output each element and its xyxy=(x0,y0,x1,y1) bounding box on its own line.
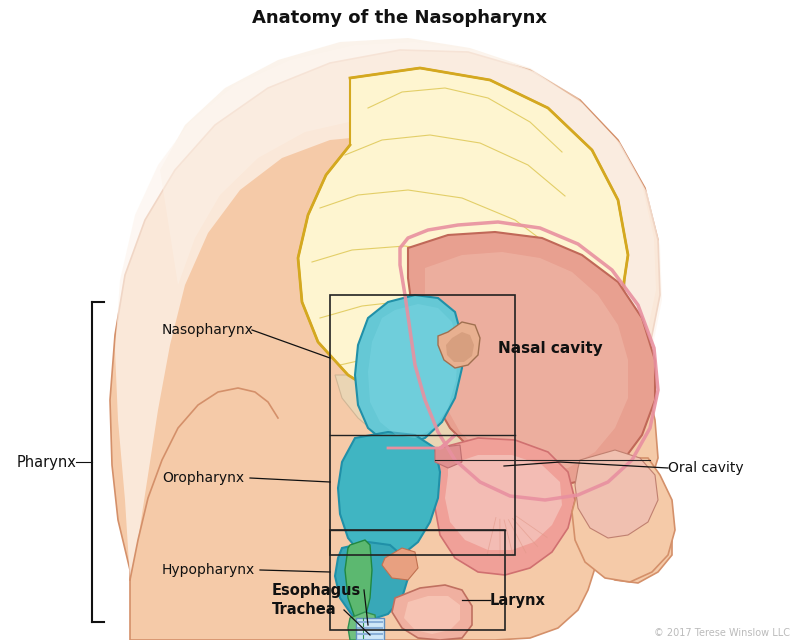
Text: Nasopharynx: Nasopharynx xyxy=(162,323,254,337)
Polygon shape xyxy=(356,618,384,640)
Polygon shape xyxy=(348,612,378,640)
Polygon shape xyxy=(345,540,372,618)
Text: Hypopharynx: Hypopharynx xyxy=(162,563,255,577)
Polygon shape xyxy=(445,455,562,550)
Text: Trachea: Trachea xyxy=(272,602,337,618)
Polygon shape xyxy=(404,596,460,634)
Polygon shape xyxy=(408,232,655,485)
Polygon shape xyxy=(335,542,408,620)
Text: Oral cavity: Oral cavity xyxy=(668,461,744,475)
Text: Larynx: Larynx xyxy=(490,593,546,607)
Polygon shape xyxy=(572,458,675,582)
Polygon shape xyxy=(382,548,418,580)
Text: © 2017 Terese Winslow LLC
U.S. Govt. has certain rights: © 2017 Terese Winslow LLC U.S. Govt. has… xyxy=(653,628,790,640)
Polygon shape xyxy=(160,38,656,370)
Text: Anatomy of the Nasopharynx: Anatomy of the Nasopharynx xyxy=(253,9,547,27)
Polygon shape xyxy=(298,68,628,412)
Text: Nasal cavity: Nasal cavity xyxy=(498,340,602,355)
Polygon shape xyxy=(110,50,672,640)
Text: Oropharynx: Oropharynx xyxy=(162,471,244,485)
Polygon shape xyxy=(338,432,440,560)
Polygon shape xyxy=(368,304,458,438)
Bar xyxy=(330,530,505,630)
Polygon shape xyxy=(438,322,480,368)
Polygon shape xyxy=(575,450,658,538)
Polygon shape xyxy=(435,445,462,468)
Polygon shape xyxy=(392,585,472,640)
Polygon shape xyxy=(355,295,462,445)
Polygon shape xyxy=(115,42,662,580)
Polygon shape xyxy=(425,252,628,472)
Polygon shape xyxy=(335,280,625,455)
Text: Esophagus: Esophagus xyxy=(272,582,362,598)
Bar xyxy=(330,295,515,555)
Polygon shape xyxy=(446,332,474,362)
Polygon shape xyxy=(435,438,575,575)
Text: Pharynx: Pharynx xyxy=(16,454,76,470)
